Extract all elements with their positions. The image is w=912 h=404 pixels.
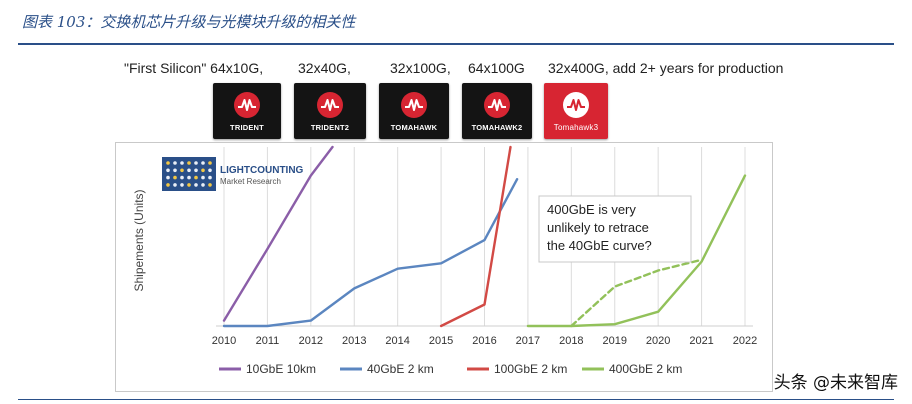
chip-name: Tomahawk3 <box>553 123 599 132</box>
brand-logo-dot <box>201 175 205 180</box>
brand-logo-dot <box>208 175 212 180</box>
x-tick-label-2020: 2020 <box>646 335 670 347</box>
brand-logo-dot <box>194 175 198 180</box>
brand-logo-dot <box>187 168 191 173</box>
brand-logo-dot <box>208 168 212 173</box>
brand-logo-dot <box>187 175 191 180</box>
headline-32x100g: 32x100G, <box>390 60 451 76</box>
brand-logo-dot <box>166 175 170 180</box>
port-config-headline: "First Silicon" 64x10G, 32x40G, 32x100G,… <box>0 60 912 82</box>
headline-32x400g: 32x400G, add 2+ years for production <box>548 60 784 76</box>
broadcom-logo-icon <box>401 92 427 118</box>
brand-logo-dot <box>201 183 205 187</box>
x-tick-label-2019: 2019 <box>603 335 627 347</box>
brand-logo-dot <box>166 161 170 165</box>
annotation-text-line: 400GbE is very <box>547 202 636 217</box>
x-tick-label-2021: 2021 <box>689 335 713 347</box>
series-line-0 <box>222 145 334 322</box>
x-tick-label-2014: 2014 <box>385 335 409 347</box>
x-tick-label-2018: 2018 <box>559 335 583 347</box>
brand-logo-dot <box>194 161 198 165</box>
x-tick-label-2011: 2011 <box>256 335 280 347</box>
chip-trident2: TRIDENT2 <box>294 83 366 139</box>
annotation-text-line: unlikely to retrace <box>547 220 649 235</box>
x-tick-label-2022: 2022 <box>733 335 757 347</box>
brand-logo-dot <box>180 183 184 187</box>
series-line-3 <box>526 174 747 328</box>
brand-logo-dot <box>187 183 191 187</box>
legend-label-2: 100GbE 2 km <box>494 362 567 376</box>
x-tick-label-2015: 2015 <box>429 335 453 347</box>
legend-label-0: 10GbE 10km <box>246 362 316 376</box>
series-line-1 <box>222 178 519 328</box>
brand-logo-dot <box>208 183 212 187</box>
brand-logo-dot <box>208 161 212 165</box>
chip-tomahawk3: Tomahawk3 <box>544 83 608 139</box>
x-tick-label-2016: 2016 <box>472 335 496 347</box>
brand-logo-dot <box>187 161 191 165</box>
x-tick-label-2010: 2010 <box>212 335 236 347</box>
figure-title: 图表 103：交换机芯片升级与光模块升级的相关性 <box>22 13 356 31</box>
headline-64x100g: 64x100G <box>468 60 525 76</box>
brand-logo-dot <box>173 161 177 165</box>
title-rule <box>18 43 894 45</box>
chip-name: TRIDENT2 <box>310 123 350 132</box>
chip-name: TOMAHAWK <box>390 123 438 132</box>
x-tick-label-2012: 2012 <box>299 335 323 347</box>
series-line-4 <box>570 258 703 328</box>
brand-logo-dot <box>194 168 198 173</box>
legend-label-3: 400GbE 2 km <box>609 362 682 376</box>
brand-logo-dot <box>166 183 170 187</box>
series-group <box>222 145 747 328</box>
brand-logo-dot <box>201 161 205 165</box>
brand-logo-dot <box>166 168 170 173</box>
y-axis-label: Shipements (Units) <box>132 189 146 291</box>
brand-logo-dot <box>173 175 177 180</box>
bottom-rule <box>18 398 894 400</box>
watermark: 头条 @未来智库 <box>773 373 898 393</box>
shipments-chart: Shipements (Units) 2010 2011 2012 2013 2014 20… <box>132 145 757 376</box>
brand-logo-dot <box>173 168 177 173</box>
x-tick-label-2017: 2017 <box>516 335 540 347</box>
legend-label-1: 40GbE 2 km <box>367 362 434 376</box>
brand-logo-dot <box>180 175 184 180</box>
brand-logo-dot <box>173 183 177 187</box>
chip-name: TOMAHAWK2 <box>471 123 523 132</box>
broadcom-logo-icon <box>234 92 260 118</box>
chip-tomahawk2: TOMAHAWK2 <box>462 83 532 139</box>
headline-32x40g: 32x40G, <box>298 60 351 76</box>
annotation-text-line: the 40GbE curve? <box>547 238 652 253</box>
broadcom-logo-icon <box>484 92 510 118</box>
chip-trident: TRIDENT <box>213 83 281 139</box>
chip-tomahawk: TOMAHAWK <box>379 83 449 139</box>
brand-logo-dot <box>180 168 184 173</box>
x-tick-label-2013: 2013 <box>342 335 366 347</box>
brand-name: LIGHTCOUNTING <box>220 165 304 176</box>
brand-tagline: Market Research <box>220 177 281 186</box>
broadcom-logo-icon <box>563 92 589 118</box>
brand-logo-dot <box>194 183 198 187</box>
chip-name: TRIDENT <box>230 123 264 132</box>
annotation-box <box>538 195 692 263</box>
headline-first-silicon: "First Silicon" 64x10G, <box>124 60 264 76</box>
chart-frame <box>115 142 773 392</box>
brand-logo-dot <box>180 161 184 165</box>
series-line-2 <box>439 145 512 328</box>
brand-logo-dot <box>201 168 205 173</box>
broadcom-logo-icon <box>317 92 343 118</box>
